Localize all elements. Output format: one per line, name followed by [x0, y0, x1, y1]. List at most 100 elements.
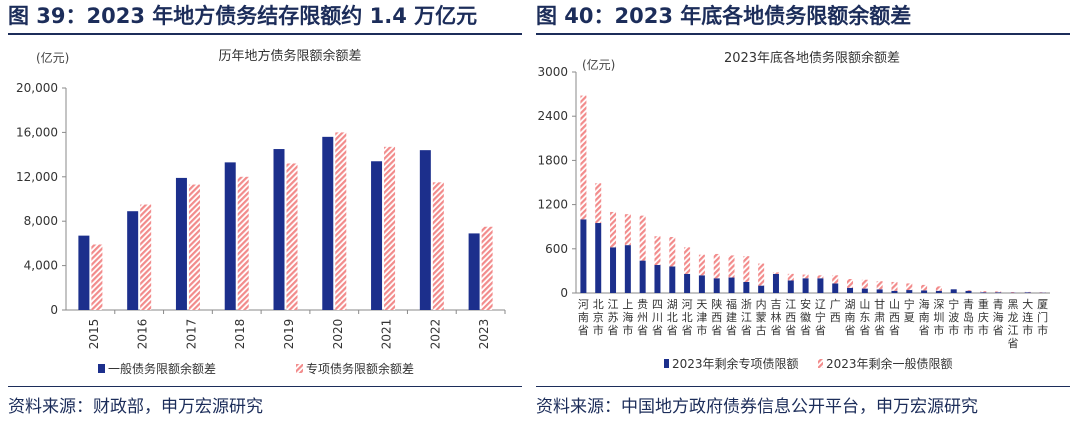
- chart2-bar-general: [669, 237, 676, 267]
- chart2-bar-general: [965, 290, 972, 291]
- chart1-title: 历年地方债务限额余额差: [218, 48, 361, 64]
- chart2-bar-general: [980, 291, 987, 293]
- chart2-x-tick-label: 陕西省: [711, 297, 722, 337]
- chart2-bar-special: [832, 283, 839, 293]
- chart1-x-tick-label: 2022: [428, 319, 442, 350]
- chart1-y-tick-label: 16,000: [16, 125, 58, 139]
- chart2-bar-special: [610, 247, 617, 293]
- chart1-x-tick-label: 2016: [136, 319, 150, 350]
- chart2-bar-general: [728, 255, 735, 278]
- chart2-bar-special: [624, 245, 631, 293]
- chart2-y-tick-label: 1200: [537, 198, 568, 212]
- chart2-x-tick-label: 重庆市: [978, 297, 989, 337]
- chart2-bar-special: [1024, 292, 1031, 293]
- chart1-y-unit: (亿元): [36, 50, 69, 65]
- chart2-bar-special: [876, 289, 883, 293]
- chart1-y-tick-label: 8,000: [24, 214, 58, 228]
- chart2-x-tick-label: 四川省: [652, 298, 663, 337]
- chart2-x-tick-label: 广西: [830, 298, 841, 324]
- chart2-x-tick-label: 天津市: [696, 298, 707, 337]
- chart1-bar-special: [91, 244, 103, 310]
- chart1-x-tick-label: 2017: [184, 319, 198, 350]
- chart2-x-tick-label: 湖北省: [667, 298, 678, 337]
- chart2-legend-label-general: 2023年剩余一般债限额: [826, 356, 953, 371]
- chart2-x-tick-label: 湖南省: [845, 298, 856, 337]
- chart2-x-tick-label: 深圳市: [933, 298, 944, 337]
- chart2-bar-special: [639, 260, 646, 293]
- chart2-x-tick-label: 江西省: [785, 298, 796, 337]
- chart2-bar-special: [861, 288, 868, 293]
- chart2-bar-general: [698, 254, 705, 276]
- chart1-bar-special: [335, 132, 347, 310]
- chart1-x-tick-label: 2019: [282, 319, 296, 350]
- chart2-bar-general: [654, 236, 661, 266]
- figure-40-title: 图 40：2023 年底各地债务限额余额差: [536, 4, 912, 28]
- chart2-x-tick-label: 浙江省: [741, 298, 752, 337]
- chart2-x-tick-label: 宁波市: [948, 297, 959, 337]
- chart2-x-tick-label: 青海省: [993, 298, 1004, 337]
- chart-regional-limit-gap: 2023年底各地债务限额余额差 (亿元) 0 600 1200 1800 2400 3000 河…: [537, 50, 1050, 371]
- chart2-bar-special: [728, 277, 735, 293]
- chart2-x-tick-label: 安徽省: [800, 297, 811, 337]
- chart1-bar-general: [224, 162, 236, 310]
- chart1-bar-general: [127, 211, 139, 310]
- chart2-bar-general: [787, 273, 794, 281]
- chart2-bar-general: [876, 281, 883, 290]
- chart2-bar-special: [891, 290, 898, 293]
- chart2-x-tick-label: 厦门市: [1037, 298, 1048, 337]
- chart2-bar-general: [832, 275, 839, 284]
- figure-40-source: 资料来源：中国地方政府债券信息公开平台，申万宏源研究: [536, 397, 978, 417]
- chart2-bar-general: [580, 95, 587, 220]
- chart2-x-tick-label: 山西省: [889, 298, 900, 337]
- chart2-bar-general: [935, 286, 942, 291]
- chart2-bar-special: [817, 278, 824, 293]
- chart2-bar-special: [965, 290, 972, 293]
- chart1-y-tick-label: 0: [50, 303, 58, 317]
- chart2-bar-general: [847, 279, 854, 288]
- chart2-bar-general: [817, 275, 824, 279]
- chart2-y-unit: (亿元): [582, 57, 615, 72]
- chart2-legend-swatch-special: [664, 359, 669, 368]
- chart1-bar-special: [237, 176, 249, 310]
- chart2-x-tick-label: 宁夏: [904, 297, 915, 324]
- chart1-bar-special: [432, 182, 444, 310]
- chart2-x-tick-label: 上海市: [622, 298, 633, 337]
- chart2-x-tick-label: 大连市: [1022, 297, 1033, 337]
- chart2-bar-special: [698, 275, 705, 293]
- chart2-bar-special: [743, 281, 750, 293]
- chart1-legend-label-general: 一般债务限额余额差: [108, 361, 216, 376]
- chart2-bar-general: [891, 281, 898, 291]
- chart2-bar-general: [906, 283, 913, 291]
- chart2-x-tick-label: 黑龙江省: [1007, 298, 1018, 350]
- chart2-x-tick-label: 山东省: [859, 298, 870, 337]
- chart2-bar-special: [980, 292, 987, 293]
- chart2-bar-special: [787, 280, 794, 293]
- chart1-bar-special: [481, 226, 493, 310]
- figure-39-source: 资料来源：财政部，申万宏源研究: [8, 397, 263, 417]
- chart2-bar-special: [921, 290, 928, 293]
- chart2-bar-general: [861, 279, 868, 289]
- figure-39-bottom-rule: [8, 386, 522, 387]
- chart2-bar-general: [595, 183, 602, 224]
- chart1-legend-swatch-special: [296, 364, 303, 373]
- chart2-bar-special: [950, 289, 957, 293]
- chart2-y-tick-label: 3000: [537, 65, 568, 79]
- chart1-bar-general: [273, 149, 285, 310]
- chart2-bar-special: [935, 290, 942, 293]
- chart2-legend-swatch-general: [818, 359, 823, 368]
- chart1-bar-special: [140, 204, 152, 310]
- chart1-x-tick-label: 2020: [331, 319, 345, 350]
- chart2-y-tick-label: 2400: [537, 109, 568, 123]
- chart2-y-tick-label: 600: [545, 242, 568, 256]
- chart2-y-tick-label: 1800: [537, 153, 568, 167]
- chart1-bar-general: [371, 161, 383, 310]
- chart2-bar-general: [921, 284, 928, 291]
- chart1-legend-label-special: 专项债务限额余额差: [306, 361, 414, 376]
- chart2-bar-general: [758, 263, 765, 286]
- figure-39-top-rule: [8, 33, 522, 35]
- chart1-bar-general: [78, 235, 90, 310]
- chart2-x-tick-label: 河南省: [578, 298, 589, 337]
- chart2-bar-special: [758, 285, 765, 293]
- chart2-x-tick-label: 青岛市: [963, 298, 974, 337]
- chart2-x-tick-label: 贵州省: [637, 298, 648, 337]
